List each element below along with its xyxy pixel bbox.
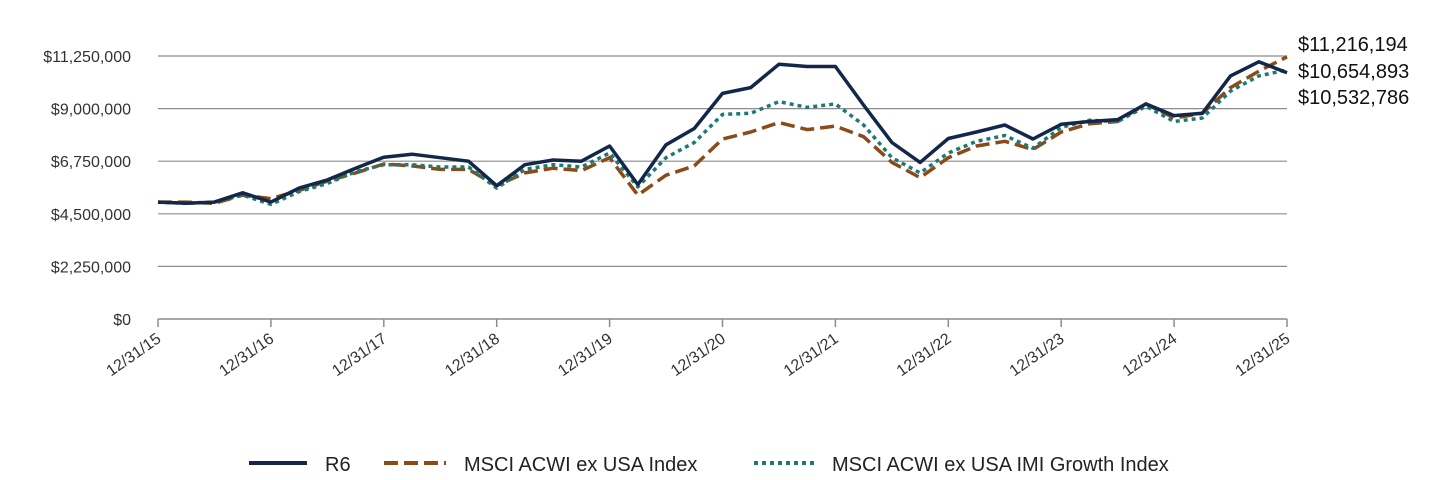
legend: R6 MSCI ACWI ex USA Index MSCI ACWI ex U… xyxy=(249,454,1169,476)
y-tick-label: $4,500,000 xyxy=(51,207,131,224)
x-tick-label: 12/31/15 xyxy=(104,330,165,380)
x-tick-label: 12/31/23 xyxy=(1007,330,1068,380)
y-tick-label: $6,750,000 xyxy=(51,154,131,171)
x-tick-label: 12/31/24 xyxy=(1120,330,1181,380)
x-tick-label: 12/31/16 xyxy=(216,330,277,380)
end-label-imi-growth: $10,654,893 xyxy=(1298,61,1409,83)
grid-lines xyxy=(158,55,1287,267)
legend-label-msci-acwi-ex-usa: MSCI ACWI ex USA Index xyxy=(464,454,697,476)
end-label-msci-acwi-ex-usa: $11,216,194 xyxy=(1298,34,1408,56)
x-tick-label: 12/31/21 xyxy=(781,330,842,380)
x-axis xyxy=(157,318,1288,327)
series-line-msci-acwi-ex-usa-index xyxy=(158,55,1288,206)
y-tick-label: $9,000,000 xyxy=(51,102,131,119)
series-line-r6 xyxy=(157,60,1288,206)
y-tick-label: $11,250,000 xyxy=(43,49,131,66)
x-tick-label: 12/31/17 xyxy=(329,330,390,380)
x-tick-label: 12/31/22 xyxy=(894,330,955,380)
x-axis-labels: 12/31/15 12/31/16 12/31/17 12/31/18 12/31/19… xyxy=(104,330,1294,380)
y-tick-label: $0 xyxy=(113,312,131,329)
legend-label-imi-growth: MSCI ACWI ex USA IMI Growth Index xyxy=(832,454,1169,476)
end-value-labels: $11,216,194 $10,654,893 $10,532,786 xyxy=(1298,34,1409,109)
x-tick-label: 12/31/19 xyxy=(555,330,616,380)
legend-label-r6: R6 xyxy=(325,454,351,476)
series-line-msci-acwi-ex-usa-imi-growth-index xyxy=(157,68,1288,207)
series-lines xyxy=(157,55,1288,207)
x-tick-label: 12/31/18 xyxy=(442,330,503,380)
x-tick-label: 12/31/25 xyxy=(1233,330,1294,380)
x-tick-label: 12/31/20 xyxy=(668,330,729,380)
end-label-r6: $10,532,786 xyxy=(1298,87,1409,109)
y-tick-label: $2,250,000 xyxy=(51,259,131,276)
y-axis-labels: $0 $2,250,000 $4,500,000 $6,750,000 $9,000,0… xyxy=(43,49,131,329)
